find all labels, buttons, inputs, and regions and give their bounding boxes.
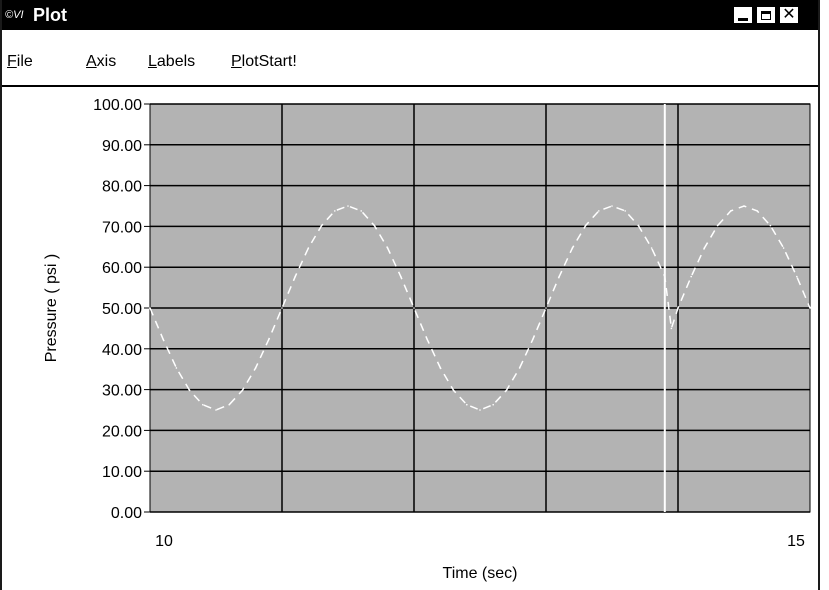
data-point bbox=[558, 275, 560, 278]
y-tick-label: 40.00 bbox=[102, 342, 142, 359]
data-point bbox=[228, 403, 230, 406]
data-point bbox=[307, 247, 310, 249]
menu-plotstart[interactable]: PlotStart! bbox=[231, 52, 297, 72]
title-bar[interactable]: ©VI Plot ✕ bbox=[2, 0, 818, 30]
data-point bbox=[716, 224, 719, 227]
data-point bbox=[188, 389, 191, 392]
data-point bbox=[670, 327, 673, 330]
data-point bbox=[730, 210, 732, 212]
data-point bbox=[466, 403, 468, 406]
data-point bbox=[320, 224, 323, 227]
data-point bbox=[809, 307, 811, 309]
data-point bbox=[518, 367, 521, 369]
x-axis-label: Time (sec) bbox=[443, 565, 518, 582]
data-point bbox=[175, 367, 178, 369]
data-point bbox=[268, 338, 270, 341]
menu-plotstart-rest: lotStart! bbox=[241, 53, 297, 70]
y-tick-label: 50.00 bbox=[102, 301, 142, 318]
data-point bbox=[426, 338, 429, 341]
data-point bbox=[294, 275, 297, 278]
data-point bbox=[584, 224, 587, 227]
y-tick-label: 90.00 bbox=[102, 138, 142, 155]
data-point bbox=[782, 247, 785, 249]
menu-bar: File Axis Labels PlotStart! bbox=[2, 30, 818, 87]
data-point bbox=[479, 409, 481, 411]
data-point bbox=[334, 210, 336, 212]
data-point bbox=[254, 367, 257, 369]
y-tick-label: 20.00 bbox=[102, 423, 142, 440]
menu-axis[interactable]: Axis bbox=[86, 52, 116, 72]
data-point bbox=[756, 210, 758, 212]
data-point bbox=[664, 275, 666, 278]
menu-axis-mnemonic: A bbox=[86, 53, 97, 70]
y-tick-label: 30.00 bbox=[102, 383, 142, 400]
data-point bbox=[373, 224, 376, 227]
menu-labels-mnemonic: L bbox=[148, 53, 157, 70]
data-point bbox=[598, 210, 600, 212]
maximize-icon bbox=[761, 10, 771, 20]
data-point bbox=[743, 205, 745, 207]
close-icon: ✕ bbox=[782, 6, 796, 23]
data-point bbox=[545, 307, 547, 309]
data-point bbox=[571, 247, 574, 249]
maximize-button[interactable] bbox=[756, 6, 776, 24]
data-point bbox=[492, 403, 495, 406]
menu-file[interactable]: File bbox=[7, 52, 33, 72]
menu-labels[interactable]: Labels bbox=[148, 52, 195, 72]
x-tick-label: 10 bbox=[155, 533, 173, 550]
data-point bbox=[690, 275, 692, 278]
window-title: Plot bbox=[33, 5, 67, 25]
data-point bbox=[360, 210, 363, 212]
data-point bbox=[637, 224, 640, 227]
data-point bbox=[439, 367, 442, 369]
cvi-app-icon[interactable]: ©VI bbox=[5, 9, 24, 21]
close-button[interactable]: ✕ bbox=[779, 6, 799, 24]
data-point bbox=[624, 210, 626, 212]
data-point bbox=[532, 338, 534, 341]
data-point bbox=[281, 307, 283, 309]
data-point bbox=[215, 409, 217, 411]
data-point bbox=[202, 403, 204, 406]
y-tick-label: 0.00 bbox=[111, 505, 142, 522]
data-point bbox=[452, 389, 455, 392]
y-tick-label: 80.00 bbox=[102, 179, 142, 196]
data-point bbox=[400, 275, 402, 278]
x-tick-label: 15 bbox=[787, 533, 805, 550]
data-point bbox=[149, 307, 151, 309]
y-tick-label: 60.00 bbox=[102, 260, 142, 277]
y-axis-label: Pressure ( psi ) bbox=[43, 254, 60, 362]
data-point bbox=[413, 307, 415, 309]
data-point bbox=[386, 247, 389, 249]
data-point bbox=[162, 338, 164, 341]
minimize-icon bbox=[738, 17, 748, 21]
data-point bbox=[241, 389, 244, 392]
minimize-button[interactable] bbox=[733, 6, 753, 24]
menu-file-mnemonic: F bbox=[7, 53, 17, 70]
menu-axis-rest: xis bbox=[96, 53, 117, 70]
data-point bbox=[347, 205, 349, 207]
data-point bbox=[677, 307, 679, 309]
data-point bbox=[505, 389, 508, 392]
data-point bbox=[769, 224, 772, 227]
menu-plotstart-mnemonic: P bbox=[231, 53, 242, 70]
pressure-trace-line bbox=[149, 205, 811, 411]
data-point bbox=[703, 247, 706, 249]
data-point bbox=[796, 275, 798, 278]
y-tick-label: 70.00 bbox=[102, 219, 142, 236]
data-point bbox=[650, 247, 653, 249]
menu-file-rest: ile bbox=[16, 53, 33, 70]
y-tick-label: 10.00 bbox=[102, 464, 142, 481]
data-point bbox=[611, 205, 613, 207]
menu-labels-rest: abels bbox=[156, 53, 196, 70]
y-tick-label: 100.00 bbox=[93, 97, 142, 114]
